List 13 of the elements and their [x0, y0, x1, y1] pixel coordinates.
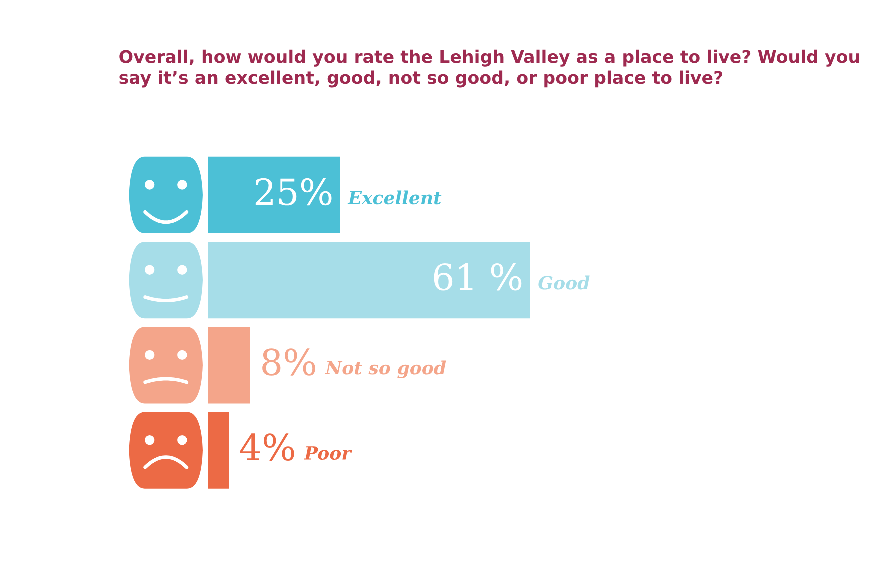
data-label: 25% — [256, 178, 332, 206]
data-label: 8% — [262, 348, 316, 376]
bar — [208, 156, 340, 234]
y-tick-label: Excellent — [348, 190, 442, 205]
data-label: 4% — [240, 434, 294, 461]
y-tick-label: Poor — [304, 446, 352, 460]
chart-title: Overall, how would you rate the Lehigh Valley as a place to live? Would you say it’s an excellent, good, not so good, or poor place to live? — [120, 50, 860, 88]
y-tick-label: Not so good — [325, 360, 446, 379]
bar — [208, 242, 530, 319]
data-label: 61 % — [434, 263, 522, 291]
bar — [208, 412, 230, 489]
bar — [208, 327, 250, 404]
y-tick-label: Good — [538, 276, 590, 290]
